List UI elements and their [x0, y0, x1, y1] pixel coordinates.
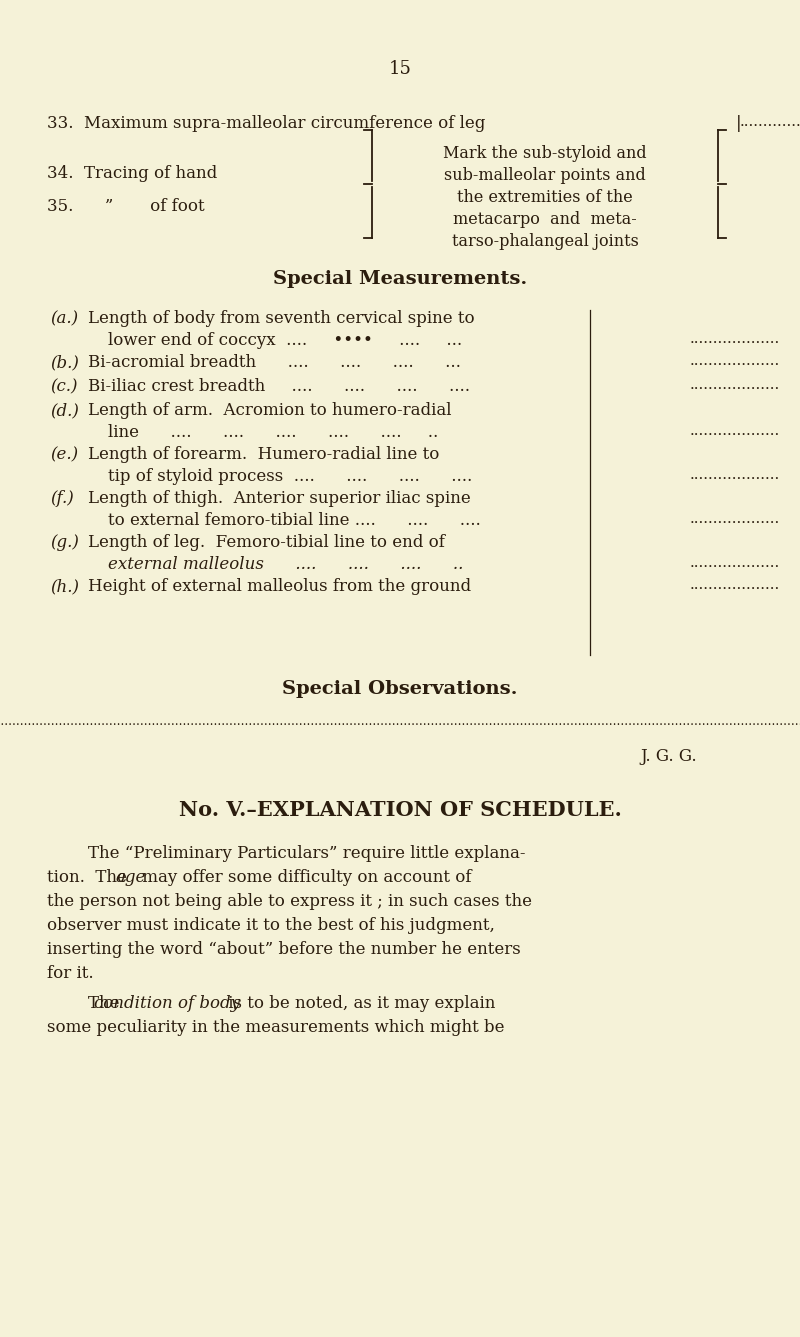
Text: Mark the sub-styloid and: Mark the sub-styloid and: [443, 144, 647, 162]
Text: (c.): (c.): [50, 378, 78, 394]
Text: 15: 15: [389, 60, 411, 78]
Text: ...................: ...................: [690, 424, 780, 439]
Text: 33.  Maximum supra-malleolar circumference of leg: 33. Maximum supra-malleolar circumferenc…: [47, 115, 486, 132]
Text: ...................: ...................: [740, 115, 800, 128]
Text: metacarpo  and  meta-: metacarpo and meta-: [453, 211, 637, 229]
Text: (h.): (h.): [50, 578, 79, 595]
Text: (e.): (e.): [50, 447, 78, 463]
Text: tion.  The: tion. The: [47, 869, 132, 886]
Text: Length of body from seventh cervical spine to: Length of body from seventh cervical spi…: [88, 310, 474, 328]
Text: some peculiarity in the measurements which might be: some peculiarity in the measurements whi…: [47, 1019, 505, 1036]
Text: Special Measurements.: Special Measurements.: [273, 270, 527, 287]
Text: 34.  Tracing of hand: 34. Tracing of hand: [47, 164, 218, 182]
Text: (g.): (g.): [50, 533, 79, 551]
Text: condition of body: condition of body: [94, 995, 240, 1012]
Text: is to be noted, as it may explain: is to be noted, as it may explain: [223, 995, 495, 1012]
Text: to external femoro-tibial line ....      ....      ....: to external femoro-tibial line .... ....…: [108, 512, 481, 529]
Text: Bi-acromial breadth      ....      ....      ....      ...: Bi-acromial breadth .... .... .... ...: [88, 354, 461, 370]
Text: tip of styloid process  ....      ....      ....      ....: tip of styloid process .... .... .... ..…: [108, 468, 472, 485]
Text: ...................: ...................: [690, 332, 780, 346]
Text: external malleolus      ....      ....      ....      ..: external malleolus .... .... .... ..: [108, 556, 463, 574]
Text: (d.): (d.): [50, 402, 79, 418]
Text: Length of leg.  Femoro-tibial line to end of: Length of leg. Femoro-tibial line to end…: [88, 533, 445, 551]
Text: age: age: [115, 869, 146, 886]
Text: The “Preliminary Particulars” require little explana-: The “Preliminary Particulars” require li…: [67, 845, 526, 862]
Text: J. G. G.: J. G. G.: [640, 747, 697, 765]
Text: Length of arm.  Acromion to humero-radial: Length of arm. Acromion to humero-radial: [88, 402, 451, 418]
Text: Length of forearm.  Humero-radial line to: Length of forearm. Humero-radial line to: [88, 447, 439, 463]
Text: The: The: [67, 995, 125, 1012]
Text: inserting the word “about” before the number he enters: inserting the word “about” before the nu…: [47, 941, 521, 959]
Text: 35.      ”       of foot: 35. ” of foot: [47, 198, 205, 215]
Text: |: |: [736, 115, 742, 132]
Text: Length of thigh.  Anterior superior iliac spine: Length of thigh. Anterior superior iliac…: [88, 489, 470, 507]
Text: No. V.–EXPLANATION OF SCHEDULE.: No. V.–EXPLANATION OF SCHEDULE.: [178, 800, 622, 820]
Text: the extremities of the: the extremities of the: [457, 189, 633, 206]
Text: lower end of coccyx  ....     ••••     ....     ...: lower end of coccyx .... •••• .... ...: [108, 332, 462, 349]
Text: ...................: ...................: [690, 556, 780, 570]
Text: Height of external malleolus from the ground: Height of external malleolus from the gr…: [88, 578, 471, 595]
Text: ................................................................................: ........................................…: [0, 715, 800, 729]
Text: ...................: ...................: [690, 578, 780, 592]
Text: (b.): (b.): [50, 354, 79, 370]
Text: observer must indicate it to the best of his judgment,: observer must indicate it to the best of…: [47, 917, 495, 935]
Text: line      ....      ....      ....      ....      ....     ..: line .... .... .... .... .... ..: [108, 424, 438, 441]
Text: Bi-iliac crest breadth     ....      ....      ....      ....: Bi-iliac crest breadth .... .... .... ..…: [88, 378, 470, 394]
Text: ...................: ...................: [690, 512, 780, 525]
Text: may offer some difficulty on account of: may offer some difficulty on account of: [137, 869, 471, 886]
Text: ...................: ...................: [690, 354, 780, 368]
Text: (f.): (f.): [50, 489, 74, 507]
Text: (a.): (a.): [50, 310, 78, 328]
Text: for it.: for it.: [47, 965, 94, 981]
Text: ...................: ...................: [690, 468, 780, 483]
Text: ...................: ...................: [690, 378, 780, 392]
Text: sub-malleolar points and: sub-malleolar points and: [444, 167, 646, 185]
Text: tarso-phalangeal joints: tarso-phalangeal joints: [451, 233, 638, 250]
Text: Special Observations.: Special Observations.: [282, 681, 518, 698]
Text: the person not being able to express it ; in such cases the: the person not being able to express it …: [47, 893, 532, 910]
